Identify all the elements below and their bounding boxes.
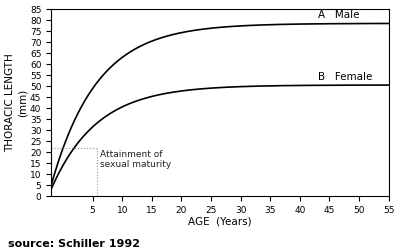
Text: A   Male: A Male — [318, 10, 359, 20]
Y-axis label: THORACIC LENGTH
(mm): THORACIC LENGTH (mm) — [6, 53, 27, 152]
Text: source: Schiller 1992: source: Schiller 1992 — [8, 239, 140, 249]
Text: B   Female: B Female — [318, 72, 372, 82]
Text: Attainment of
sexual maturity: Attainment of sexual maturity — [100, 150, 172, 169]
X-axis label: AGE  (Years): AGE (Years) — [188, 216, 252, 226]
